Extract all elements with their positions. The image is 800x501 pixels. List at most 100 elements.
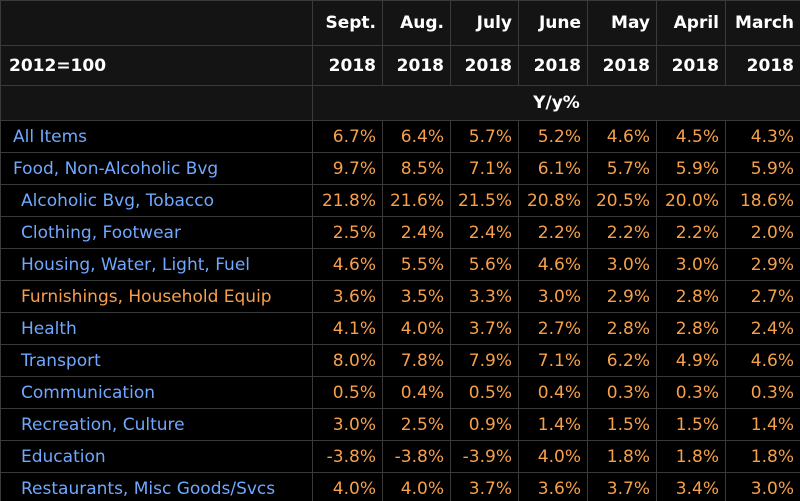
table-row: Education -3.8% -3.8% -3.9% 4.0% 1.8% 1.8% 1.8% (0, 440, 800, 473)
value-cell: 3.7% (450, 472, 519, 501)
value-cell: 1.8% (725, 440, 800, 473)
value-cell: 21.5% (450, 184, 519, 217)
month-header: Sept. (312, 0, 383, 46)
value-cell: 2.9% (725, 248, 800, 281)
row-label: Clothing, Footwear (0, 216, 313, 249)
value-cell: 2.2% (656, 216, 726, 249)
value-cell: 0.9% (450, 408, 519, 441)
value-cell: 4.0% (518, 440, 588, 473)
value-cell: 3.3% (450, 280, 519, 313)
value-cell: 2.7% (725, 280, 800, 313)
value-cell: 0.4% (518, 376, 588, 409)
value-cell: 4.3% (725, 120, 800, 153)
value-cell: 0.5% (312, 376, 383, 409)
year-header: 2018 (587, 45, 657, 86)
row-label: Alcoholic Bvg, Tobacco (0, 184, 313, 217)
value-cell: 4.9% (656, 344, 726, 377)
year-row: 2012=100 2018 2018 2018 2018 2018 2018 2018 (0, 45, 800, 86)
value-cell: 5.5% (382, 248, 451, 281)
row-label: Furnishings, Household Equip (0, 280, 313, 313)
value-cell: 3.4% (656, 472, 726, 501)
value-cell: 2.8% (656, 312, 726, 345)
value-cell: 3.0% (312, 408, 383, 441)
value-cell: 1.4% (518, 408, 588, 441)
value-cell: 4.1% (312, 312, 383, 345)
value-cell: 4.0% (382, 312, 451, 345)
value-cell: 20.5% (587, 184, 657, 217)
value-cell: 4.6% (587, 120, 657, 153)
row-label: All Items (0, 120, 313, 153)
row-label: Recreation, Culture (0, 408, 313, 441)
value-cell: 2.2% (587, 216, 657, 249)
table-body: All Items 6.7% 6.4% 5.7% 5.2% 4.6% 4.5% 4.3% Foo… (0, 120, 800, 501)
month-header: June (518, 0, 588, 46)
table-row: Clothing, Footwear 2.5% 2.4% 2.4% 2.2% 2.2% 2.… (0, 216, 800, 249)
base-label: 2012=100 (0, 45, 313, 86)
value-cell: 3.7% (587, 472, 657, 501)
month-row: Sept. Aug. July June May April March (0, 0, 800, 46)
value-cell: -3.8% (382, 440, 451, 473)
value-cell: 0.3% (725, 376, 800, 409)
value-cell: 6.7% (312, 120, 383, 153)
table-row: Restaurants, Misc Goods/Svcs 4.0% 4.0% 3.7%… (0, 472, 800, 501)
value-cell: 3.0% (725, 472, 800, 501)
row-label: Restaurants, Misc Goods/Svcs (0, 472, 313, 501)
table-row: Furnishings, Household Equip 3.6% 3.5% 3.3%… (0, 280, 800, 313)
value-cell: 1.5% (656, 408, 726, 441)
value-cell: 3.7% (450, 312, 519, 345)
value-cell: 4.6% (725, 344, 800, 377)
value-cell: 4.0% (312, 472, 383, 501)
value-cell: 2.2% (518, 216, 588, 249)
value-cell: 2.0% (725, 216, 800, 249)
value-cell: 7.9% (450, 344, 519, 377)
value-cell: -3.9% (450, 440, 519, 473)
row-label: Housing, Water, Light, Fuel (0, 248, 313, 281)
value-cell: 4.0% (382, 472, 451, 501)
table-row: Transport 8.0% 7.8% 7.9% 7.1% 6.2% 4.9% 4.6% (0, 344, 800, 377)
value-cell: 9.7% (312, 152, 383, 185)
year-header: 2018 (656, 45, 726, 86)
table-row: Recreation, Culture 3.0% 2.5% 0.9% 1.4% 1.5% 1… (0, 408, 800, 441)
value-cell: 1.4% (725, 408, 800, 441)
value-cell: -3.8% (312, 440, 383, 473)
value-cell: 8.5% (382, 152, 451, 185)
value-cell: 2.4% (382, 216, 451, 249)
value-cell: 1.8% (656, 440, 726, 473)
value-cell: 2.4% (450, 216, 519, 249)
blank-cell (0, 85, 313, 121)
value-cell: 2.9% (587, 280, 657, 313)
value-cell: 5.9% (725, 152, 800, 185)
table-row: All Items 6.7% 6.4% 5.7% 5.2% 4.6% 4.5% 4.3% (0, 120, 800, 153)
value-cell: 6.1% (518, 152, 588, 185)
value-cell: 3.0% (656, 248, 726, 281)
value-cell: 2.8% (656, 280, 726, 313)
row-label: Communication (0, 376, 313, 409)
value-cell: 0.5% (450, 376, 519, 409)
value-cell: 21.6% (382, 184, 451, 217)
value-cell: 2.5% (382, 408, 451, 441)
table-row: Food, Non-Alcoholic Bvg 9.7% 8.5% 7.1% 6.1% 5… (0, 152, 800, 185)
row-label: Education (0, 440, 313, 473)
unit-label: Y/y% (312, 85, 800, 121)
value-cell: 4.5% (656, 120, 726, 153)
value-cell: 3.0% (587, 248, 657, 281)
value-cell: 3.6% (518, 472, 588, 501)
year-header: 2018 (518, 45, 588, 86)
year-header: 2018 (450, 45, 519, 86)
value-cell: 5.6% (450, 248, 519, 281)
table-row: Communication 0.5% 0.4% 0.5% 0.4% 0.3% 0.3% 0.3… (0, 376, 800, 409)
value-cell: 21.8% (312, 184, 383, 217)
value-cell: 7.8% (382, 344, 451, 377)
table-row: Housing, Water, Light, Fuel 4.6% 5.5% 5.6% 4… (0, 248, 800, 281)
row-label: Transport (0, 344, 313, 377)
value-cell: 4.6% (518, 248, 588, 281)
table-header: Sept. Aug. July June May April March 2012=100 2… (0, 0, 800, 121)
month-header: May (587, 0, 657, 46)
month-header: Aug. (382, 0, 451, 46)
unit-row: Y/y% (0, 85, 800, 121)
month-header: July (450, 0, 519, 46)
value-cell: 2.8% (587, 312, 657, 345)
corner-cell (0, 0, 313, 46)
